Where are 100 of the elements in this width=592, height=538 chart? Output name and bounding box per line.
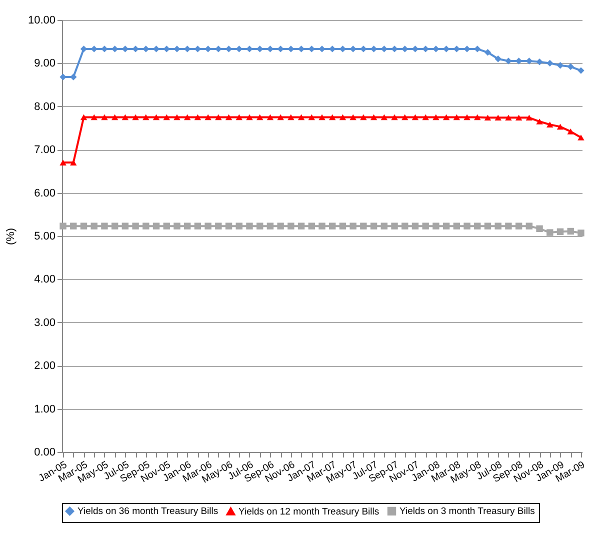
point bbox=[505, 114, 512, 121]
point bbox=[122, 222, 129, 230]
point bbox=[422, 222, 429, 230]
point bbox=[174, 114, 180, 120]
point bbox=[266, 222, 274, 230]
point bbox=[370, 114, 378, 120]
point bbox=[90, 222, 98, 230]
point bbox=[256, 114, 264, 120]
point bbox=[578, 134, 584, 140]
point bbox=[236, 222, 242, 230]
point bbox=[453, 114, 460, 120]
point bbox=[442, 222, 450, 230]
point bbox=[308, 114, 315, 120]
point bbox=[246, 46, 253, 52]
point bbox=[474, 46, 481, 52]
point bbox=[318, 46, 326, 52]
point bbox=[101, 114, 108, 120]
point bbox=[402, 114, 408, 120]
point bbox=[494, 222, 502, 230]
y-tick-label: 4.00 bbox=[34, 274, 56, 286]
point bbox=[474, 114, 481, 120]
point bbox=[288, 114, 294, 120]
point bbox=[494, 56, 502, 62]
point bbox=[132, 222, 139, 230]
y-tick-label: 7.00 bbox=[34, 144, 56, 156]
point bbox=[142, 114, 150, 120]
point bbox=[464, 222, 470, 230]
point bbox=[546, 60, 554, 67]
point bbox=[215, 222, 222, 230]
point bbox=[163, 46, 170, 52]
point bbox=[526, 114, 533, 121]
point bbox=[266, 114, 274, 120]
point bbox=[350, 222, 356, 230]
point bbox=[70, 160, 77, 166]
point bbox=[526, 58, 533, 64]
point bbox=[288, 222, 294, 230]
point bbox=[442, 114, 450, 120]
point bbox=[132, 46, 139, 52]
point bbox=[422, 46, 429, 52]
point bbox=[184, 222, 191, 230]
point bbox=[402, 46, 408, 52]
point bbox=[80, 222, 88, 230]
point bbox=[484, 222, 492, 230]
point bbox=[90, 46, 98, 52]
point bbox=[204, 222, 212, 230]
point bbox=[101, 222, 108, 230]
point bbox=[215, 46, 222, 52]
point bbox=[350, 114, 356, 120]
point bbox=[277, 114, 284, 120]
point bbox=[536, 118, 543, 124]
y-tick-label: 6.00 bbox=[34, 187, 56, 200]
point bbox=[163, 222, 170, 230]
point bbox=[277, 222, 284, 230]
point bbox=[380, 222, 388, 230]
y-tick-label: 0.00 bbox=[34, 446, 56, 458]
y-tick-label: 2.00 bbox=[34, 360, 56, 372]
point bbox=[505, 222, 512, 230]
point bbox=[225, 222, 232, 230]
point bbox=[256, 222, 264, 230]
point bbox=[215, 114, 222, 120]
point bbox=[329, 46, 336, 52]
point bbox=[391, 222, 398, 230]
point bbox=[380, 114, 388, 120]
point bbox=[329, 114, 336, 120]
point bbox=[70, 74, 77, 80]
point bbox=[556, 124, 564, 130]
point bbox=[360, 46, 367, 52]
point bbox=[174, 222, 180, 230]
point bbox=[225, 114, 232, 120]
point bbox=[184, 114, 191, 120]
point bbox=[80, 114, 88, 120]
point bbox=[246, 114, 253, 120]
point bbox=[432, 46, 440, 52]
legend-label: Yields on 36 month Treasury Bills bbox=[78, 506, 218, 518]
point bbox=[298, 222, 305, 230]
point bbox=[453, 222, 460, 230]
point bbox=[339, 222, 346, 230]
point bbox=[578, 230, 584, 236]
point bbox=[422, 114, 429, 120]
point bbox=[142, 222, 150, 230]
y-tick-label: 10.00 bbox=[28, 14, 56, 26]
point bbox=[246, 222, 253, 230]
point bbox=[432, 114, 440, 120]
point bbox=[536, 225, 543, 232]
point bbox=[578, 67, 584, 74]
point bbox=[515, 114, 522, 121]
point bbox=[111, 222, 118, 230]
point bbox=[464, 46, 470, 52]
point bbox=[318, 222, 326, 230]
y-tick-label: 9.00 bbox=[34, 58, 56, 70]
point bbox=[288, 46, 294, 52]
point bbox=[546, 229, 554, 236]
legend-label: Yields on 3 month Treasury Bills bbox=[400, 506, 536, 518]
point bbox=[152, 222, 160, 230]
point bbox=[204, 46, 212, 52]
point bbox=[60, 74, 66, 80]
point bbox=[204, 114, 212, 120]
point bbox=[536, 58, 543, 66]
point bbox=[526, 222, 533, 230]
point bbox=[318, 114, 326, 120]
